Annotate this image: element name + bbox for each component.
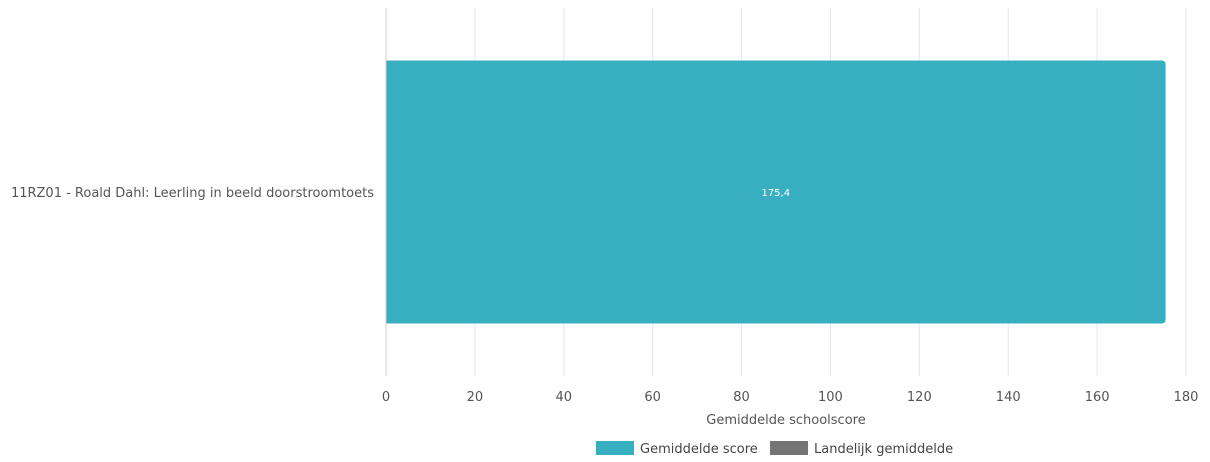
x-tick-labels: 0 20 40 60 80 100 120 140 160 180 [382, 390, 1199, 405]
legend-label: Gemiddelde score [640, 442, 758, 457]
bar-gemiddelde-score[interactable] [386, 60, 1166, 324]
legend-label: Landelijk gemiddelde [814, 442, 953, 457]
legend: Gemiddelde score Landelijk gemiddelde [596, 441, 953, 457]
x-axis-title: Gemiddelde schoolscore [706, 413, 865, 428]
x-tick-label: 100 [818, 390, 843, 405]
x-tick-label: 80 [733, 390, 750, 405]
x-tick-label: 180 [1174, 390, 1199, 405]
x-tick-label: 120 [907, 390, 932, 405]
legend-swatch [596, 441, 634, 455]
bar-data-label: 175,4 [761, 188, 790, 199]
legend-swatch [770, 441, 808, 455]
legend-item[interactable]: Landelijk gemiddelde [770, 441, 953, 457]
x-tick-label: 40 [556, 390, 573, 405]
category-labels: 11RZ01 - Roald Dahl: Leerling in beeld d… [11, 186, 374, 201]
category-label: 11RZ01 - Roald Dahl: Leerling in beeld d… [11, 186, 374, 201]
x-tick-label: 20 [467, 390, 484, 405]
x-tick-label: 140 [996, 390, 1021, 405]
x-tick-label: 0 [382, 390, 390, 405]
legend-item[interactable]: Gemiddelde score [596, 441, 758, 457]
bar-layer: 175,4 [386, 60, 1166, 324]
x-tick-label: 160 [1085, 390, 1110, 405]
x-tick-label: 60 [644, 390, 661, 405]
